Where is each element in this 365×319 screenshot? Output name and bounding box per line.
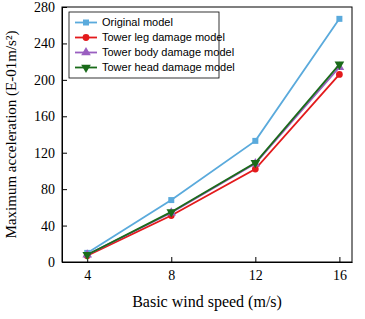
y-axis: 0 40 80 120 160 200 240 280: [34, 0, 67, 270]
series-line: [87, 67, 339, 255]
marker: [336, 16, 342, 22]
tick: 16: [333, 257, 347, 283]
tick-mark: [171, 257, 172, 262]
tick-label: 200: [34, 73, 55, 88]
marker: [251, 160, 261, 168]
tick-mark: [62, 43, 67, 44]
legend-marker: [81, 65, 91, 73]
legend: Original model Tower leg damage model Towe…: [69, 12, 235, 78]
marker: [252, 138, 258, 144]
series-line: [87, 19, 339, 253]
tick-mark: [62, 226, 67, 227]
marker: [166, 209, 176, 217]
plot-frame: [62, 7, 352, 262]
tick-label: 160: [34, 109, 55, 124]
tick-label: 80: [41, 182, 55, 197]
tick-label: 4: [84, 268, 91, 283]
x-axis-title: Basic wind speed (m/s): [132, 293, 282, 311]
tick-label: 8: [168, 268, 175, 283]
tick-label: 16: [333, 268, 347, 283]
tick-mark: [62, 262, 67, 263]
tick-mark: [339, 257, 340, 262]
marker: [335, 62, 345, 70]
x-axis: 4 8 12 16: [63, 257, 353, 283]
marker: [82, 252, 92, 260]
legend-label: Tower head damage model: [102, 61, 235, 73]
plot: 48121604080120160200240280Original model…: [34, 0, 353, 283]
tick: 160: [34, 109, 67, 124]
marker: [168, 197, 174, 203]
chart: 48121604080120160200240280Original model…: [0, 0, 365, 319]
series-line: [87, 64, 339, 254]
legend-marker: [83, 34, 90, 41]
tick-label: 12: [249, 268, 263, 283]
tick-label: 240: [34, 36, 55, 51]
legend-label: Tower body damage model: [102, 46, 234, 58]
tick: 0: [48, 255, 67, 270]
tick: 280: [34, 0, 67, 15]
axis-line: [63, 262, 353, 263]
tick-mark: [62, 153, 67, 154]
tick-mark: [62, 189, 67, 190]
tick: 40: [41, 219, 67, 234]
tick: 200: [34, 73, 67, 88]
tick: 240: [34, 36, 67, 51]
tick-label: 120: [34, 146, 55, 161]
legend-label: Tower leg damage model: [102, 31, 225, 43]
legend-label: Original model: [102, 16, 173, 28]
tick-label: 0: [48, 255, 55, 270]
series-line: [87, 74, 339, 255]
tick-label: 40: [41, 219, 55, 234]
tick: 4: [84, 257, 91, 283]
tick-mark: [62, 7, 67, 8]
legend-marker: [81, 47, 91, 55]
tick-label: 280: [34, 0, 55, 15]
tick: 120: [34, 146, 67, 161]
tick-mark: [62, 116, 67, 117]
tick-mark: [62, 80, 67, 81]
marks: [82, 16, 344, 260]
tick: 8: [168, 257, 175, 283]
tick: 80: [41, 182, 67, 197]
marker: [336, 71, 343, 78]
tick-mark: [255, 257, 256, 262]
axis-line: [62, 8, 63, 263]
y-axis-title: Maximum acceleration (E-01m/s²): [3, 31, 20, 239]
legend-marker: [83, 20, 89, 26]
tick: 12: [249, 257, 263, 283]
